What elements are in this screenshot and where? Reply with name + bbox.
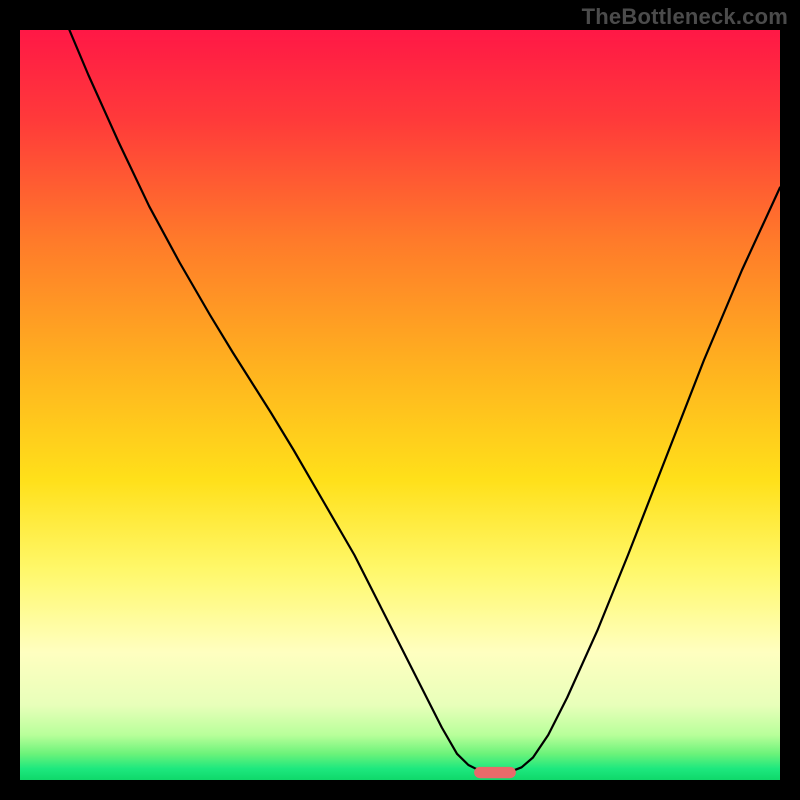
gradient-background bbox=[20, 30, 780, 780]
watermark-text: TheBottleneck.com bbox=[582, 4, 788, 30]
plot-svg bbox=[20, 30, 780, 780]
plot-area bbox=[20, 30, 780, 780]
optimum-marker bbox=[474, 767, 516, 778]
chart-frame: TheBottleneck.com bbox=[0, 0, 800, 800]
